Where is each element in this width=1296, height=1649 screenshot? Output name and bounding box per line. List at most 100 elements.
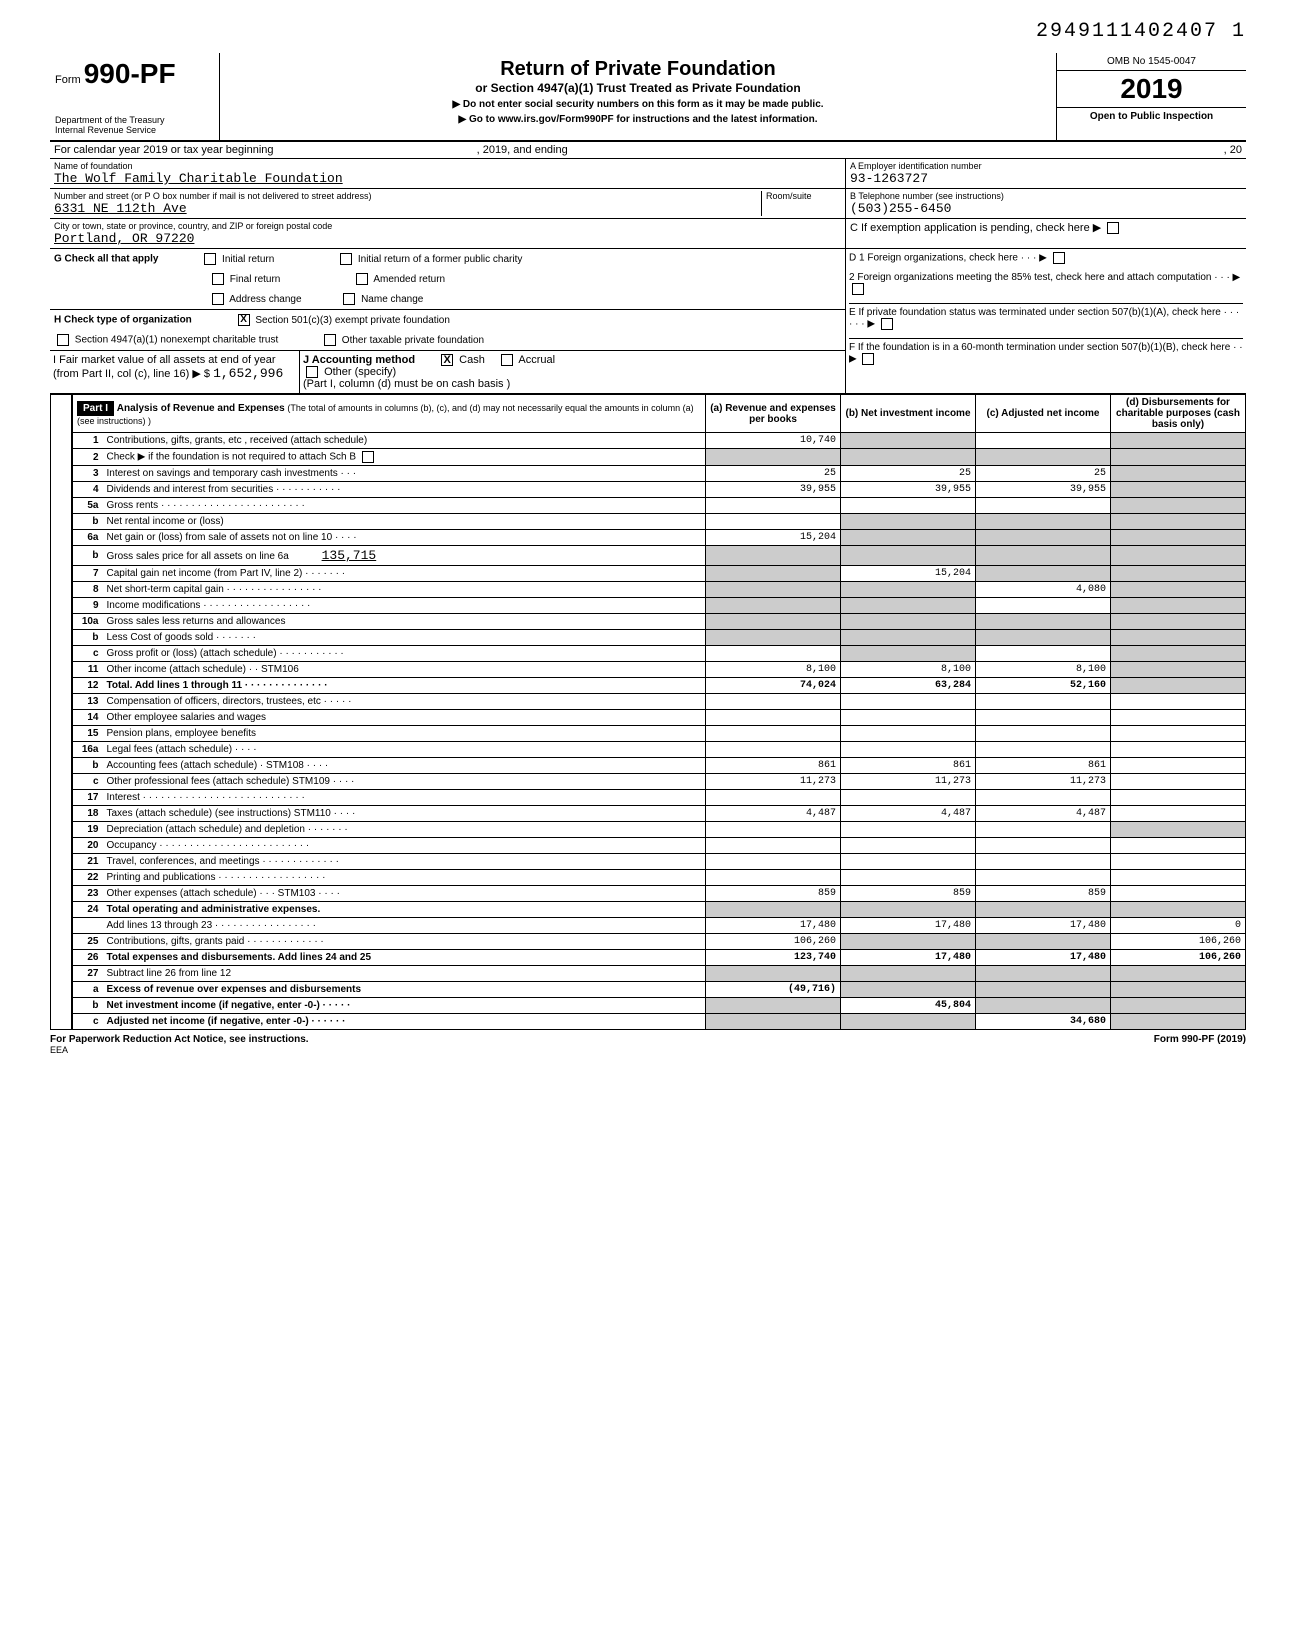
ein-label: A Employer identification number [850,161,1242,171]
table-row: cAdjusted net income (if negative, enter… [73,1014,1246,1030]
phone-label: B Telephone number (see instructions) [850,191,1242,201]
table-row: 19Depreciation (attach schedule) and dep… [73,822,1246,838]
j-label: J Accounting method [303,354,415,366]
h-row: H Check type of organization X Section 5… [50,309,845,330]
i-value: 1,652,996 [213,366,283,381]
table-row: 5aGross rents · · · · · · · · · · · · · … [73,498,1246,514]
name-change-label: Name change [361,294,423,305]
g-row: G Check all that apply Initial return In… [50,249,845,269]
501c3-checkbox[interactable]: X [238,314,250,326]
table-row: Add lines 13 through 23 · · · · · · · · … [73,918,1246,934]
table-row: 17Interest · · · · · · · · · · · · · · ·… [73,790,1246,806]
table-row: bNet rental income or (loss) [73,514,1246,530]
amended-checkbox[interactable] [356,273,368,285]
table-row: 15Pension plans, employee benefits [73,726,1246,742]
f-checkbox[interactable] [862,353,874,365]
j-section: J Accounting method X Cash Accrual Other… [300,351,845,393]
table-row: 14Other employee salaries and wages [73,710,1246,726]
form-subtitle: or Section 4947(a)(1) Trust Treated as P… [225,81,1051,95]
cash-label: Cash [459,354,485,366]
foundation-name: The Wolf Family Charitable Foundation [54,171,841,186]
eea-label: EEA [50,1045,1246,1055]
page-number: 2949111402407 1 [50,20,1246,43]
part1-title: Analysis of Revenue and Expenses [117,403,285,414]
name-label: Name of foundation [54,161,841,171]
cal-year-label: For calendar year 2019 or tax year begin… [54,144,274,156]
col-b-header: (b) Net investment income [841,395,976,433]
name-change-checkbox[interactable] [343,293,355,305]
501c3-label: Section 501(c)(3) exempt private foundat… [255,315,450,326]
table-row: 3Interest on savings and temporary cash … [73,466,1246,482]
form-header-left: Form 990-PF Department of the Treasury I… [50,53,220,140]
revenue-section-label [50,394,72,1030]
g-label: G Check all that apply [54,254,158,265]
d1-checkbox[interactable] [1053,252,1065,264]
form-footer: Form 990-PF (2019) [1154,1034,1246,1045]
4947-checkbox[interactable] [57,334,69,346]
f-row: F If the foundation is in a 60-month ter… [849,338,1243,365]
table-row: 11Other income (attach schedule) · · STM… [73,662,1246,678]
table-row: bNet investment income (if negative, ent… [73,998,1246,1014]
form-note1: ▶ Do not enter social security numbers o… [225,99,1051,110]
dept2: Internal Revenue Service [55,125,214,135]
paperwork-notice: For Paperwork Reduction Act Notice, see … [50,1034,309,1045]
tax-year: 2019 [1057,71,1246,108]
omb-number: OMB No 1545-0047 [1057,53,1246,71]
e-checkbox[interactable] [881,318,893,330]
table-row: 22Printing and publications · · · · · · … [73,870,1246,886]
sch-b-checkbox[interactable] [362,451,374,463]
final-label: Final return [230,274,281,285]
year-end: , 20 [1224,144,1242,156]
table-row: 9Income modifications · · · · · · · · · … [73,598,1246,614]
c-label: C If exemption application is pending, c… [850,222,1090,234]
calendar-year-row: For calendar year 2019 or tax year begin… [50,142,1246,159]
phone-value: (503)255-6450 [850,201,1242,216]
year-mid: , 2019, and ending [477,144,568,156]
table-row: 6aNet gain or (loss) from sale of assets… [73,530,1246,546]
h-label: H Check type of organization [54,315,192,326]
table-row: 8Net short-term capital gain · · · · · ·… [73,582,1246,598]
phone-section: B Telephone number (see instructions) (5… [846,189,1246,218]
table-row: 13Compensation of officers, directors, t… [73,694,1246,710]
d1-row: D 1 Foreign organizations, check here · … [849,252,1243,264]
c-checkbox[interactable] [1107,222,1119,234]
addr-change-checkbox[interactable] [212,293,224,305]
table-row: cGross profit or (loss) (attach schedule… [73,646,1246,662]
form-prefix: Form [55,74,81,86]
final-checkbox[interactable] [212,273,224,285]
table-row: 25Contributions, gifts, grants paid · · … [73,934,1246,950]
room-label: Room/suite [766,191,841,201]
f-label: F If the foundation is in a 60-month ter… [849,342,1230,353]
table-row: 7Capital gain net income (from Part IV, … [73,566,1246,582]
table-row: cOther professional fees (attach schedul… [73,774,1246,790]
table-row: 1Contributions, gifts, grants, etc , rec… [73,433,1246,449]
e-label: E If private foundation status was termi… [849,307,1221,318]
initial-checkbox[interactable] [204,253,216,265]
d1-label: D 1 Foreign organizations, check here [849,253,1018,264]
other-method-checkbox[interactable] [306,366,318,378]
col-c-header: (c) Adjusted net income [976,395,1111,433]
name-section: Name of foundation The Wolf Family Chari… [50,159,846,188]
d2-row: 2 Foreign organizations meeting the 85% … [849,272,1243,295]
d2-checkbox[interactable] [852,283,864,295]
table-row: 20Occupancy · · · · · · · · · · · · · · … [73,838,1246,854]
part1-section: Part I Analysis of Revenue and Expenses … [50,394,1246,1030]
initial-label: Initial return [222,254,274,265]
i-section: I Fair market value of all assets at end… [50,351,300,393]
accrual-checkbox[interactable] [501,354,513,366]
form-header-right: OMB No 1545-0047 2019 Open to Public Ins… [1056,53,1246,140]
c-section: C If exemption application is pending, c… [846,219,1246,248]
initial-former-checkbox[interactable] [340,253,352,265]
table-row: 23Other expenses (attach schedule) · · ·… [73,886,1246,902]
table-row: 12Total. Add lines 1 through 11 · · · · … [73,678,1246,694]
cash-checkbox[interactable]: X [441,354,453,366]
table-row: bLess Cost of goods sold · · · · · · · [73,630,1246,646]
other-taxable-checkbox[interactable] [324,334,336,346]
form-title: Return of Private Foundation [225,58,1051,81]
table-row: 4Dividends and interest from securities … [73,482,1246,498]
col-a-header: (a) Revenue and expenses per books [706,395,841,433]
ein-section: A Employer identification number 93-1263… [846,159,1246,188]
inspection-label: Open to Public Inspection [1057,108,1246,125]
city-value: Portland, OR 97220 [54,231,841,246]
g-row2: Final return Amended return [50,269,845,289]
